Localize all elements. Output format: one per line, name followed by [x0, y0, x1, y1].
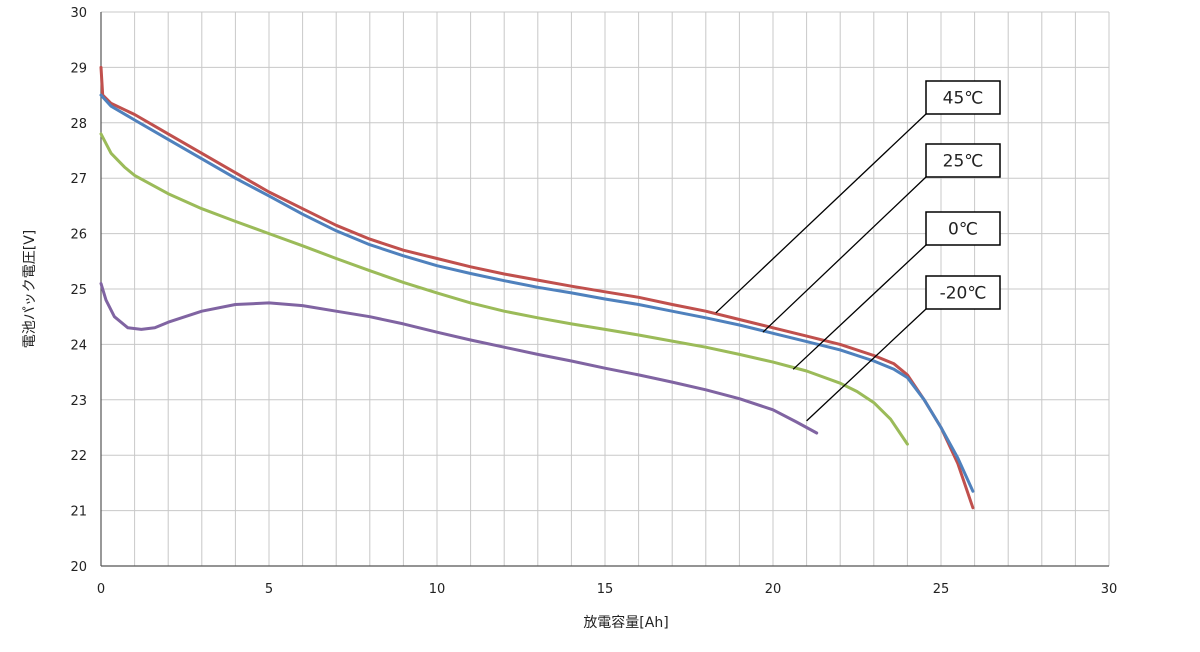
- callout-box: [925, 80, 1001, 115]
- x-tick-label: 5: [265, 582, 273, 597]
- callout-line: [806, 308, 927, 422]
- series-group: [99, 65, 975, 510]
- callout-label: 0℃: [948, 220, 978, 240]
- callout-label: -20℃: [940, 284, 987, 304]
- series-line: [99, 282, 819, 435]
- y-tick-label: 23: [70, 394, 87, 409]
- callout-box: [925, 275, 1001, 310]
- y-tick-label: 25: [70, 283, 87, 298]
- legend: 45℃ 25℃ 0℃ -20℃: [715, 80, 1001, 422]
- callout-box: [925, 211, 1001, 246]
- y-tick-label: 27: [70, 172, 87, 187]
- callout-label: 25℃: [943, 152, 984, 172]
- y-tick-label: 26: [70, 228, 87, 243]
- x-tick-label: 25: [933, 582, 950, 597]
- y-tick-label: 30: [70, 6, 87, 21]
- callout-line: [792, 244, 927, 370]
- y-tick-label: 29: [70, 61, 87, 76]
- y-tick-label: 24: [70, 338, 87, 353]
- callout-line: [762, 176, 927, 333]
- callout-line: [715, 113, 927, 314]
- x-tick-label: 15: [597, 582, 614, 597]
- series-line: [99, 65, 975, 510]
- series-line: [99, 93, 975, 493]
- y-axis-title: 電池パック電圧[V]: [22, 230, 38, 349]
- callout-box: [925, 143, 1001, 178]
- y-tick-label: 28: [70, 117, 87, 132]
- callout-label: 45℃: [943, 89, 984, 109]
- y-tick-label: 20: [70, 560, 87, 575]
- x-tick-label: 0: [97, 582, 105, 597]
- y-tick-label: 22: [70, 449, 87, 464]
- x-tick-label: 10: [429, 582, 446, 597]
- x-tick-label: 30: [1101, 582, 1118, 597]
- series-line: [99, 132, 909, 446]
- axes: 0 5 10 15 20 25 30 20 21 22 23 24 25 26 27 28 29 30: [70, 6, 1117, 597]
- y-tick-label: 21: [70, 505, 87, 520]
- x-axis-title: 放電容量[Ah]: [583, 614, 668, 631]
- x-tick-label: 20: [765, 582, 782, 597]
